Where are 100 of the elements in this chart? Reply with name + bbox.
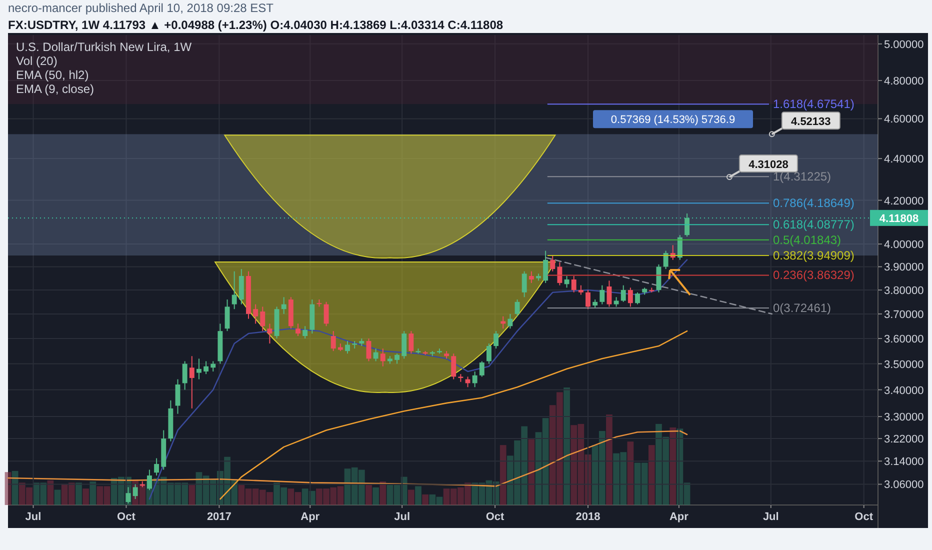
bar [18,482,26,505]
candlestick [600,284,605,305]
bar [47,480,54,505]
bar [656,424,662,505]
candlestick [253,304,258,324]
candlestick [232,270,237,310]
candlestick [479,360,484,378]
bar [394,485,400,505]
y-tick-label: 3.14000 [884,456,924,468]
annotation: Vol (20) [16,54,58,68]
bar [528,439,535,505]
bar [415,486,422,505]
candlestick [394,353,400,364]
bar [507,456,514,505]
candlestick [189,356,194,409]
candlestick [578,284,584,296]
bar [634,462,641,505]
x-tick-label: Jul [762,511,779,523]
bar [450,488,457,505]
bar [641,462,648,505]
x-tick-label: Jul [25,511,42,523]
candlestick [296,323,300,337]
bar [280,487,288,505]
ref-line-label: 0.786(4.18649) [773,196,854,210]
bar [351,467,358,505]
candlestick [635,292,640,305]
candlestick [557,262,562,286]
candlestick [302,326,308,340]
candlestick [571,275,576,293]
candlestick [522,270,527,298]
bar [323,488,330,505]
bar [464,482,471,505]
bar [592,445,598,505]
bar [238,485,245,505]
candlestick [345,340,350,354]
ref-line-label: 0.382(3.94909) [773,248,854,263]
bar [61,484,68,505]
bar [458,487,464,505]
y-tick-label: 4.00000 [884,239,924,252]
annotation: EMA (9, close) [16,82,94,96]
bar [500,445,506,505]
candlestick [684,212,690,238]
bar [606,414,612,505]
chart-subtitle: U.S. Dollar/Turkish New Lira, 1W [16,40,192,54]
y-tick-label: 4.20000 [884,195,924,208]
candlestick [204,360,209,375]
bar [274,482,280,505]
bar [139,485,146,505]
ref-line-label: 0(3.72461) [773,300,832,315]
candlestick [514,299,520,317]
band-label: 0.57369 (14.53%) 5736.9 [610,114,736,126]
bar [478,482,486,505]
y-tick-label: 3.60000 [884,334,924,346]
candlestick [402,330,407,360]
x-tick-label: Apr [300,511,320,523]
bar [294,492,302,505]
bar [252,488,259,505]
ref-line-label: 1.618(4.67541) [773,97,854,112]
annotation: 4.31028 [748,159,788,172]
candlestick [494,330,499,350]
bar [96,486,104,505]
candlestick [606,280,612,308]
bar [662,436,669,505]
bar [4,472,12,505]
bar [570,425,578,505]
y-tick-label: 3.90000 [884,262,924,274]
candlestick [281,296,286,314]
candlestick [210,360,216,372]
bar [210,479,216,505]
y-tick-label: 3.06000 [884,479,924,492]
candlestick [330,330,336,352]
candlestick [324,301,329,327]
ref-line-label: 4.11808 [879,212,919,225]
x-tick-label: 2017 [206,511,232,523]
y-tick-label: 3.22000 [884,434,924,446]
bar [118,476,124,505]
bar [521,426,528,505]
x-tick-label: Oct [854,511,874,523]
candlestick [238,268,244,305]
bar [182,482,188,505]
bar [443,488,450,505]
bar [436,496,443,505]
candlestick [614,296,619,308]
candlestick [182,360,188,390]
candlestick [508,313,513,330]
x-tick-label: Oct [117,511,136,523]
y-tick-label: 3.30000 [884,412,924,424]
candlestick [154,458,160,476]
bar [82,488,89,505]
y-tick-label: 3.70000 [884,308,924,321]
bar [259,490,266,505]
candlestick [550,254,556,272]
bar [358,470,365,505]
candlestick [663,250,668,270]
candlestick [260,306,266,332]
y-tick-label: 3.50000 [884,358,924,371]
chart-title: FX:USDTRY, 1W 4.11793 ▲ +0.04988 (+1.23%) O:4.04030 H:4.13869 L:4.03314 C:4.11808 [8,18,504,32]
bar [40,482,47,505]
bar [168,482,174,505]
text: necro-mancer published April 10, 2018 09:28 EST [8,1,274,15]
